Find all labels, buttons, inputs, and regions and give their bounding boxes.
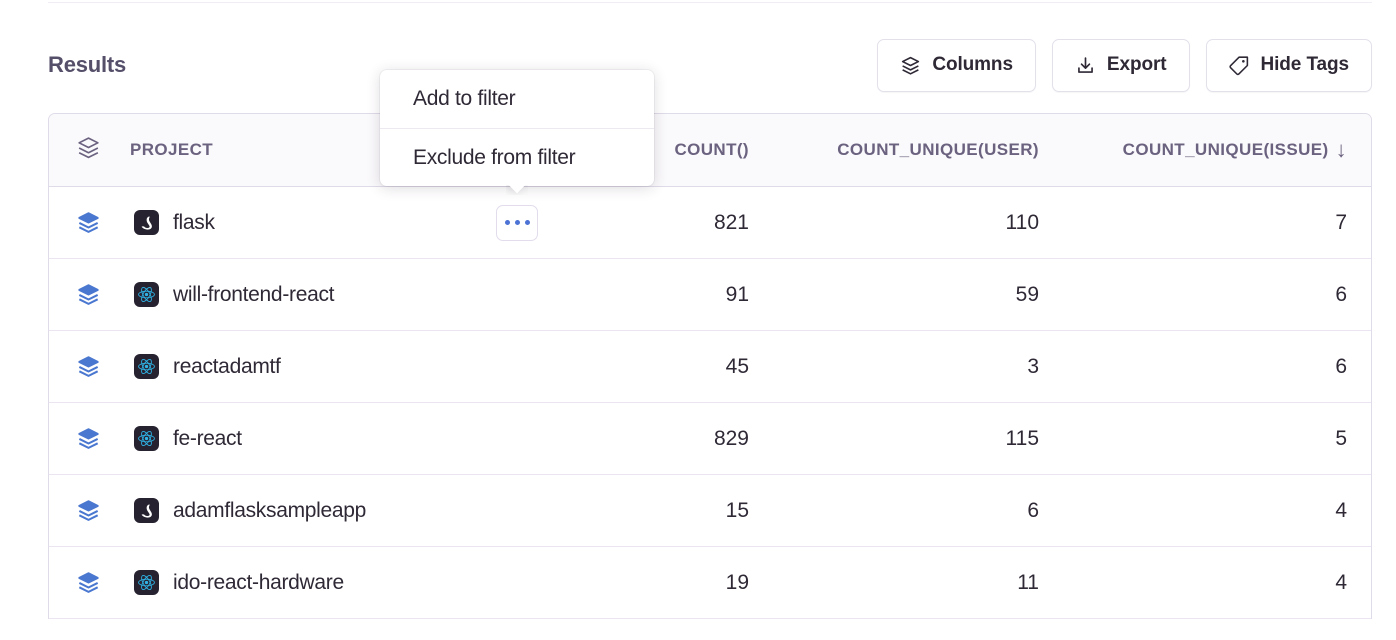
cell-count: 829 xyxy=(713,426,749,450)
columns-button[interactable]: Columns xyxy=(877,38,1036,92)
cell-project: fe-react xyxy=(49,426,569,451)
context-menu: Add to filter Exclude from filter xyxy=(380,70,654,186)
cell-count-unique-user: 59 xyxy=(1015,282,1039,306)
cell-count-unique-user: 115 xyxy=(1005,426,1039,450)
layers-icon xyxy=(76,498,105,523)
layers-icon xyxy=(76,282,105,307)
cell-count-unique-issue: 6 xyxy=(1335,354,1347,378)
react-icon xyxy=(134,426,159,451)
layers-icon xyxy=(76,426,105,451)
export-button-label: Export xyxy=(1106,54,1167,75)
cell-project: reactadamtf xyxy=(49,354,569,379)
cell-count-unique-user: 110 xyxy=(1005,210,1039,234)
layers-icon xyxy=(76,354,105,379)
table-row[interactable]: will-frontend-react 91 59 6 xyxy=(49,259,1371,331)
column-header-count-unique-issue[interactable]: COUNT_UNIQUE(ISSUE) ↓ xyxy=(1039,139,1371,161)
cell-count-unique-issue: 4 xyxy=(1335,498,1347,522)
cell-count-unique-user: 6 xyxy=(1027,498,1039,522)
table-row[interactable]: adamflasksampleapp 15 6 4 xyxy=(49,475,1371,547)
menu-item-exclude-from-filter[interactable]: Exclude from filter xyxy=(380,128,654,186)
cell-project: will-frontend-react xyxy=(49,282,569,307)
export-button[interactable]: Export xyxy=(1051,38,1190,92)
flask-icon xyxy=(134,210,159,235)
column-header-count-unique-user-label: COUNT_UNIQUE(USER) xyxy=(837,140,1039,159)
table-header-row: PROJECT COUNT() COUNT_UNIQUE(USER) COUNT… xyxy=(49,114,1371,187)
hide-tags-button-label: Hide Tags xyxy=(1260,54,1350,75)
cell-project: adamflasksampleapp xyxy=(49,498,569,523)
column-header-count-unique-user[interactable]: COUNT_UNIQUE(USER) xyxy=(749,140,1039,160)
cell-count: 91 xyxy=(725,282,749,306)
react-icon xyxy=(134,570,159,595)
flask-icon xyxy=(134,498,159,523)
cell-count-unique-issue: 4 xyxy=(1335,570,1347,594)
hide-tags-button[interactable]: Hide Tags xyxy=(1205,38,1372,92)
cell-count-unique-issue: 7 xyxy=(1335,210,1347,234)
results-table: PROJECT COUNT() COUNT_UNIQUE(USER) COUNT… xyxy=(48,113,1372,619)
download-icon xyxy=(1075,55,1096,76)
layers-icon xyxy=(76,570,105,595)
column-header-count[interactable]: COUNT() xyxy=(569,140,749,160)
sort-descending-icon[interactable]: ↓ xyxy=(1335,137,1347,162)
cell-count: 19 xyxy=(725,570,749,594)
project-name[interactable]: will-frontend-react xyxy=(173,282,335,306)
table-row[interactable]: fe-react 829 115 5 xyxy=(49,403,1371,475)
table-body: flask 821 110 7 will-frontend-react 91 59 6 reac… xyxy=(49,187,1371,619)
project-name[interactable]: flask xyxy=(173,210,215,234)
row-actions-ellipsis-button[interactable] xyxy=(496,204,538,241)
table-row[interactable]: reactadamtf 45 3 6 xyxy=(49,331,1371,403)
cell-project: ido-react-hardware xyxy=(49,570,569,595)
context-menu-arrow xyxy=(506,185,528,195)
project-name[interactable]: reactadamtf xyxy=(173,354,281,378)
results-header: Results Columns xyxy=(48,38,1372,92)
cell-count: 45 xyxy=(725,354,749,378)
columns-button-label: Columns xyxy=(932,54,1013,75)
project-name[interactable]: ido-react-hardware xyxy=(173,570,344,594)
layers-icon xyxy=(900,55,921,76)
layers-icon xyxy=(76,210,105,235)
layers-icon xyxy=(76,135,101,165)
page-title: Results xyxy=(48,52,127,77)
cell-project: flask xyxy=(49,204,569,241)
toolbar: Columns Export xyxy=(877,38,1372,92)
react-icon xyxy=(134,282,159,307)
cell-count-unique-issue: 6 xyxy=(1335,282,1347,306)
tag-icon xyxy=(1228,55,1250,76)
cell-count-unique-user: 3 xyxy=(1027,354,1039,378)
cell-count-unique-user: 11 xyxy=(1017,570,1039,594)
table-row[interactable]: ido-react-hardware 19 11 4 xyxy=(49,547,1371,619)
cell-count-unique-issue: 5 xyxy=(1335,426,1347,450)
top-divider xyxy=(48,2,1372,3)
project-name[interactable]: fe-react xyxy=(173,426,242,450)
menu-item-add-to-filter[interactable]: Add to filter xyxy=(413,87,516,110)
project-name[interactable]: adamflasksampleapp xyxy=(173,498,367,522)
column-header-count-label: COUNT() xyxy=(674,140,749,159)
column-header-project-label: PROJECT xyxy=(130,140,214,159)
cell-count: 821 xyxy=(713,210,749,234)
table-row[interactable]: flask 821 110 7 xyxy=(49,187,1371,259)
cell-count: 15 xyxy=(725,498,749,522)
column-header-project[interactable]: PROJECT xyxy=(49,135,569,165)
react-icon xyxy=(134,354,159,379)
column-header-count-unique-issue-label: COUNT_UNIQUE(ISSUE) xyxy=(1122,140,1329,159)
